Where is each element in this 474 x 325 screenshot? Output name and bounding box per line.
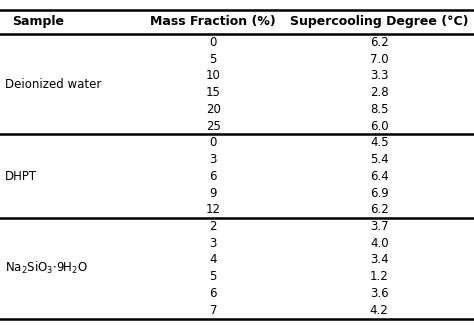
Text: 1.2: 1.2 bbox=[370, 270, 389, 283]
Text: 6: 6 bbox=[210, 170, 217, 183]
Text: 4: 4 bbox=[210, 254, 217, 266]
Text: 6.9: 6.9 bbox=[370, 187, 389, 200]
Text: 3: 3 bbox=[210, 153, 217, 166]
Text: 4.0: 4.0 bbox=[370, 237, 389, 250]
Text: 7.0: 7.0 bbox=[370, 53, 389, 66]
Text: 4.2: 4.2 bbox=[370, 304, 389, 317]
Text: Na$_2$SiO$_3$$\cdot$9H$_2$O: Na$_2$SiO$_3$$\cdot$9H$_2$O bbox=[5, 260, 88, 276]
Text: 6.0: 6.0 bbox=[370, 120, 389, 133]
Text: 2: 2 bbox=[210, 220, 217, 233]
Text: 6.2: 6.2 bbox=[370, 36, 389, 49]
Text: 3.7: 3.7 bbox=[370, 220, 389, 233]
Text: 3.4: 3.4 bbox=[370, 254, 389, 266]
Text: 6.2: 6.2 bbox=[370, 203, 389, 216]
Text: 2.8: 2.8 bbox=[370, 86, 389, 99]
Text: 3.3: 3.3 bbox=[370, 70, 389, 83]
Text: 3: 3 bbox=[210, 237, 217, 250]
Text: DHPT: DHPT bbox=[5, 170, 37, 183]
Text: 5: 5 bbox=[210, 53, 217, 66]
Text: Supercooling Degree (°C): Supercooling Degree (°C) bbox=[290, 15, 468, 29]
Text: 25: 25 bbox=[206, 120, 221, 133]
Text: 10: 10 bbox=[206, 70, 221, 83]
Text: 9: 9 bbox=[210, 187, 217, 200]
Text: 6: 6 bbox=[210, 287, 217, 300]
Text: Mass Fraction (%): Mass Fraction (%) bbox=[150, 15, 276, 29]
Text: 8.5: 8.5 bbox=[370, 103, 389, 116]
Text: Deionized water: Deionized water bbox=[5, 78, 101, 91]
Text: Sample: Sample bbox=[12, 15, 64, 29]
Text: 5.4: 5.4 bbox=[370, 153, 389, 166]
Text: 7: 7 bbox=[210, 304, 217, 317]
Text: 3.6: 3.6 bbox=[370, 287, 389, 300]
Text: 15: 15 bbox=[206, 86, 221, 99]
Text: 0: 0 bbox=[210, 136, 217, 150]
Text: 4.5: 4.5 bbox=[370, 136, 389, 150]
Text: 12: 12 bbox=[206, 203, 221, 216]
Text: 0: 0 bbox=[210, 36, 217, 49]
Text: 5: 5 bbox=[210, 270, 217, 283]
Text: 20: 20 bbox=[206, 103, 221, 116]
Text: 6.4: 6.4 bbox=[370, 170, 389, 183]
